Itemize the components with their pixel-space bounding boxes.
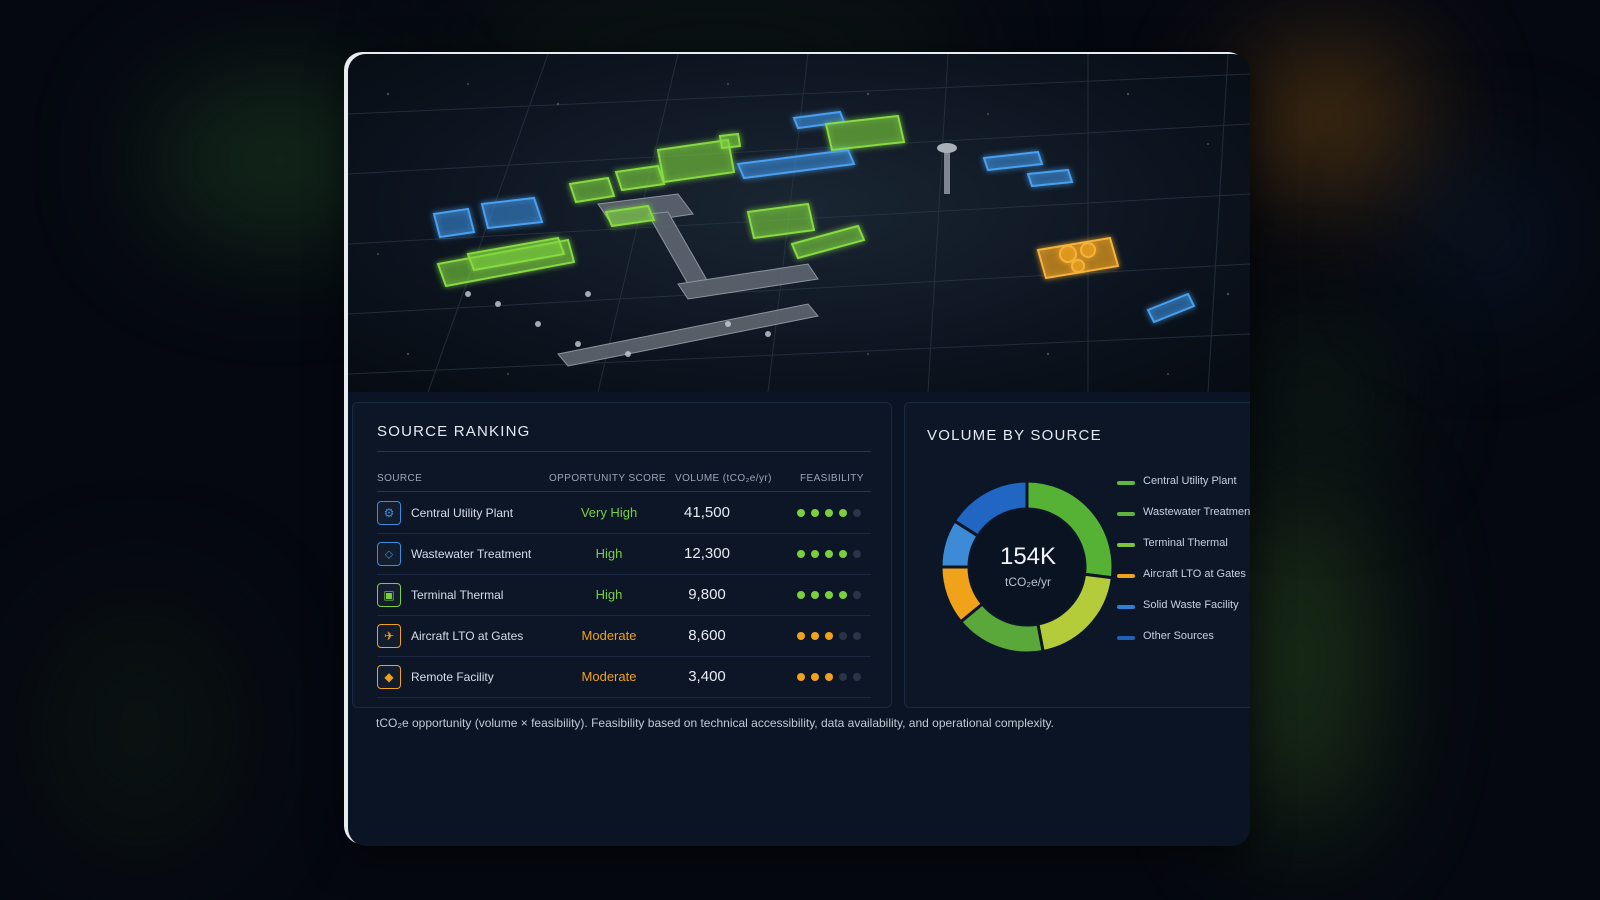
- source-ranking-panel: SOURCE RANKING SOURCE OPPORTUNITY SCORE …: [352, 402, 892, 708]
- volume-by-source-panel: VOLUME BY SOURCE 154K tCO₂e/yr Central U…: [904, 402, 1250, 708]
- volume-by-source-title: VOLUME BY SOURCE: [927, 427, 1102, 444]
- table-row[interactable]: ⚙ Central Utility Plant Very High 41,500: [377, 493, 871, 534]
- water-drop-icon: ⬦: [377, 542, 401, 566]
- airport-map-graphic: [348, 54, 1250, 392]
- feasibility-dot-empty: [853, 673, 861, 681]
- legend-swatch: [1117, 574, 1135, 578]
- legend-label: Terminal Thermal: [1143, 537, 1228, 549]
- feasibility-dot-filled: [797, 509, 805, 517]
- legend-label: Central Utility Plant: [1143, 475, 1237, 487]
- source-name: Aircraft LTO at Gates: [411, 629, 524, 643]
- feasibility-dot-filled: [839, 550, 847, 558]
- opportunity-score: Very High: [580, 505, 638, 520]
- volume-value: 41,500: [684, 504, 730, 521]
- feasibility-dot-filled: [811, 591, 819, 599]
- feasibility-dot-empty: [839, 632, 847, 640]
- legend-swatch: [1117, 605, 1135, 609]
- legend-label: Solid Waste Facility: [1143, 599, 1239, 611]
- feasibility-dot-filled: [825, 591, 833, 599]
- column-header-source[interactable]: SOURCE: [377, 473, 423, 484]
- source-name: Remote Facility: [411, 670, 494, 684]
- feasibility-dot-empty: [853, 591, 861, 599]
- source-name: Terminal Thermal: [411, 588, 504, 602]
- volume-value: 3,400: [688, 668, 726, 685]
- legend-swatch: [1117, 636, 1135, 640]
- feasibility-dot-filled: [825, 509, 833, 517]
- airport-map[interactable]: [348, 54, 1250, 392]
- table-row[interactable]: ⬦ Wastewater Treatment High 12,300: [377, 534, 871, 575]
- table-row[interactable]: ✈ Aircraft LTO at Gates Moderate 8,600: [377, 616, 871, 657]
- feasibility-rating: [797, 550, 861, 558]
- column-header-score[interactable]: OPPORTUNITY SCORE: [549, 473, 667, 484]
- background-glow: [1260, 320, 1380, 460]
- feasibility-dot-filled: [797, 550, 805, 558]
- feasibility-dot-empty: [853, 632, 861, 640]
- source-ranking-title: SOURCE RANKING: [377, 423, 531, 440]
- control-tower-icon: [937, 143, 957, 194]
- volume-value: 12,300: [684, 545, 730, 562]
- feasibility-dot-filled: [839, 509, 847, 517]
- background-glow: [1230, 480, 1370, 840]
- background-glow: [1420, 170, 1550, 300]
- feasibility-dot-filled: [825, 550, 833, 558]
- feasibility-dot-empty: [853, 509, 861, 517]
- divider: [377, 451, 871, 452]
- source-name: Wastewater Treatment: [411, 547, 532, 561]
- factory-icon: ◆: [377, 665, 401, 689]
- table-row[interactable]: ▣ Terminal Thermal High 9,800: [377, 575, 871, 616]
- gear-icon: ⚙: [377, 501, 401, 525]
- feasibility-dot-empty: [853, 550, 861, 558]
- legend-swatch: [1117, 481, 1135, 485]
- feasibility-rating: [797, 591, 861, 599]
- feasibility-dot-filled: [811, 632, 819, 640]
- column-header-feasibility[interactable]: FEASIBILITY: [800, 473, 864, 484]
- plane-icon: ✈: [377, 624, 401, 648]
- footnote: tCO₂e opportunity (volume × feasibility)…: [376, 716, 1054, 730]
- feasibility-rating: [797, 673, 861, 681]
- opportunity-score: Moderate: [581, 669, 637, 684]
- building-icon: ▣: [377, 583, 401, 607]
- feasibility-rating: [797, 509, 861, 517]
- opportunity-score: High: [595, 587, 623, 602]
- table-row[interactable]: ◆ Remote Facility Moderate 3,400: [377, 657, 871, 698]
- feasibility-dot-filled: [811, 509, 819, 517]
- legend-swatch: [1117, 543, 1135, 547]
- donut-total-unit: tCO₂e/yr: [1005, 575, 1051, 589]
- feasibility-dot-filled: [825, 673, 833, 681]
- opportunity-score: High: [595, 546, 623, 561]
- feasibility-dot-filled: [797, 632, 805, 640]
- background-glow: [40, 600, 240, 860]
- opportunity-score: Moderate: [581, 628, 637, 643]
- table-header: SOURCE OPPORTUNITY SCORE VOLUME (tCO₂e/y…: [377, 467, 871, 493]
- legend-label: Aircraft LTO at Gates: [1143, 568, 1246, 580]
- feasibility-dot-filled: [811, 550, 819, 558]
- feasibility-dot-filled: [825, 632, 833, 640]
- volume-value: 9,800: [688, 586, 726, 603]
- volume-value: 8,600: [688, 627, 726, 644]
- feasibility-dot-filled: [839, 591, 847, 599]
- column-header-volume[interactable]: VOLUME (tCO₂e/yr): [675, 473, 772, 484]
- feasibility-dot-filled: [797, 673, 805, 681]
- legend-label: Wastewater Treatment: [1143, 506, 1250, 518]
- donut-chart[interactable]: [927, 467, 1127, 667]
- legend-swatch: [1117, 512, 1135, 516]
- donut-hole: [970, 510, 1084, 624]
- feasibility-dot-filled: [797, 591, 805, 599]
- background-glow: [1240, 50, 1420, 190]
- feasibility-rating: [797, 632, 861, 640]
- feasibility-dot-filled: [811, 673, 819, 681]
- donut-total-value: 154K: [999, 543, 1057, 570]
- divider: [377, 491, 871, 492]
- donut-slice-other-sources[interactable]: [952, 479, 1029, 538]
- legend-label: Other Sources: [1143, 630, 1214, 642]
- dashboard-card: SOURCE RANKING SOURCE OPPORTUNITY SCORE …: [348, 54, 1250, 846]
- feasibility-dot-empty: [839, 673, 847, 681]
- source-name: Central Utility Plant: [411, 506, 514, 520]
